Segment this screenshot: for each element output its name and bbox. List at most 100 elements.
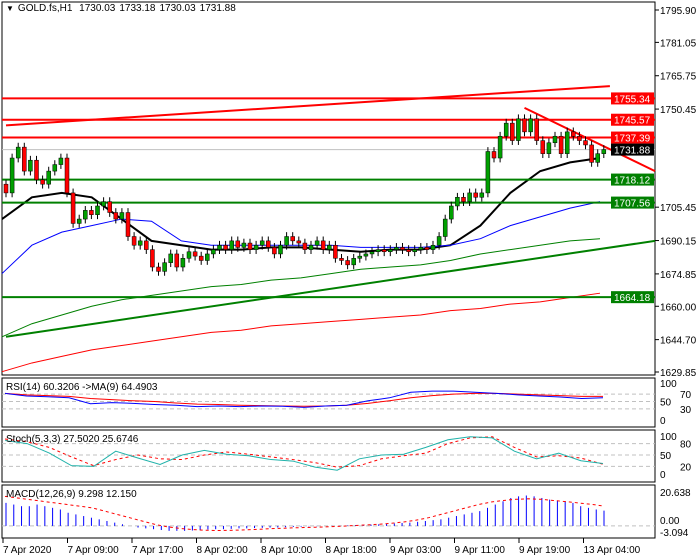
- time-label: 7 Apr 09:00: [68, 545, 120, 556]
- time-label: 8 Apr 18:00: [326, 545, 378, 556]
- candle-body: [394, 247, 399, 250]
- time-label: 8 Apr 02:00: [197, 545, 249, 556]
- candle-body: [467, 192, 472, 202]
- candle-body: [479, 192, 485, 198]
- candle-body: [125, 212, 131, 237]
- candle-body: [272, 247, 277, 255]
- candle-body: [217, 244, 222, 250]
- candle-body: [107, 201, 112, 213]
- indicator-tick-label: 30: [680, 405, 692, 416]
- candle-body: [76, 218, 82, 224]
- time-label: 7 Apr 17:00: [132, 545, 184, 556]
- candle-body: [595, 153, 600, 163]
- candle-body: [235, 240, 241, 248]
- candle-body: [168, 253, 173, 263]
- candle-body: [278, 244, 283, 255]
- price-tick-label: 1660.00: [660, 302, 697, 313]
- ma20-line: [1, 157, 601, 253]
- ohlc-open: 1730.03: [79, 3, 116, 14]
- candle-body: [89, 210, 94, 215]
- level-price-label: 1718.12: [614, 176, 651, 187]
- candle-body: [546, 142, 552, 154]
- dropdown-triangle-icon[interactable]: ▼: [6, 4, 14, 13]
- candle-body: [259, 240, 265, 246]
- candle-body: [357, 255, 363, 259]
- candle-body: [95, 205, 100, 215]
- candle-body: [345, 260, 350, 266]
- current-price-label: 1731.88: [614, 146, 651, 157]
- candle-body: [137, 240, 143, 246]
- candle-body: [577, 135, 582, 141]
- candle-body: [412, 249, 417, 253]
- candle-body: [552, 135, 558, 144]
- resistance-trendline: [524, 106, 656, 173]
- level-price-tag: [611, 173, 654, 186]
- price-tick-label: 1750.45: [660, 105, 697, 116]
- ohlc-low: 1730.03: [159, 3, 196, 14]
- indicator-tick-label: 20: [680, 462, 692, 473]
- candle-body: [101, 201, 106, 207]
- candle-body: [540, 140, 546, 154]
- candle-body: [430, 244, 436, 250]
- level-price-label: 1707.56: [614, 199, 651, 210]
- indicator-tick-label: 0: [660, 470, 666, 481]
- stoch-label: Stoch(5,3,3) 27.5020 25.6746: [6, 434, 139, 445]
- candle-body: [9, 157, 15, 194]
- ma50-line: [1, 201, 601, 274]
- candle-body: [473, 192, 478, 198]
- ohlc-close: 1731.88: [199, 3, 236, 14]
- candle-body: [436, 236, 442, 246]
- candle-body: [290, 236, 295, 242]
- candle-body: [363, 253, 369, 257]
- candle-body: [156, 266, 161, 272]
- chart-header: ▼ GOLD.fs,H1 1730.03 1733.18 1730.03 1731.88: [6, 3, 240, 14]
- candle-body: [40, 179, 45, 185]
- candle-body: [211, 249, 216, 255]
- candle-body: [449, 205, 454, 220]
- candle-body: [144, 240, 149, 250]
- candle-body: [284, 236, 289, 246]
- level-price-label: 1755.34: [614, 94, 651, 105]
- candle-body: [558, 135, 564, 154]
- indicator-tick-label: 70: [680, 390, 692, 401]
- candle-body: [455, 197, 460, 207]
- candle-body: [333, 244, 338, 259]
- candle-body: [192, 251, 198, 257]
- candle-body: [418, 247, 424, 250]
- candle-body: [351, 258, 356, 266]
- candle-body: [3, 183, 9, 194]
- candle-body: [247, 242, 253, 250]
- level-price-tag: [611, 291, 654, 304]
- indicator-tick-label: 100: [660, 432, 677, 443]
- main-chart-frame: [1, 1, 656, 376]
- candle-body: [186, 251, 192, 259]
- candle-body: [589, 144, 594, 163]
- level-price-tag: [611, 113, 654, 126]
- candle-body: [442, 218, 448, 237]
- candle-body: [571, 131, 576, 137]
- candle-body: [119, 212, 125, 220]
- candle-body: [296, 240, 302, 244]
- price-tick-label: 1629.85: [660, 368, 697, 379]
- level-price-tag: [611, 131, 654, 144]
- candle-body: [485, 151, 491, 194]
- candle-body: [339, 258, 344, 261]
- candle-body: [424, 247, 430, 250]
- candle-body: [564, 131, 570, 154]
- candle-body: [327, 244, 332, 250]
- ma100-line: [1, 238, 601, 338]
- indicator-tick-label: 50: [660, 451, 672, 462]
- candle-body: [131, 236, 137, 246]
- candle-body: [510, 122, 515, 141]
- time-label: 7 Apr 2020: [3, 545, 52, 556]
- candle-body: [320, 240, 326, 250]
- macd-tick-label: 0.00: [660, 516, 680, 527]
- candle-body: [174, 253, 180, 268]
- candle-body: [381, 249, 387, 253]
- candle-body: [180, 258, 186, 268]
- price-tick-label: 1795.90: [660, 6, 697, 17]
- candle-body: [516, 118, 521, 141]
- macd-label: MACD(12,26,9) 9.298 12.150: [6, 489, 137, 500]
- macd-tick-label: 20.638: [660, 488, 691, 499]
